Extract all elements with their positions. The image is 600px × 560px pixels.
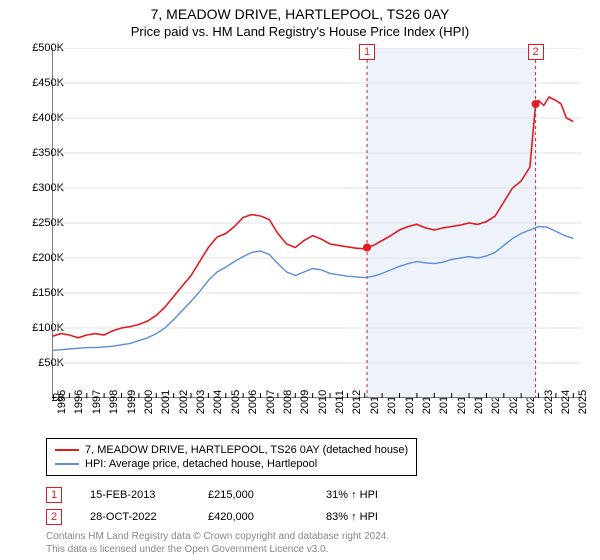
event-date: 28-OCT-2022 (90, 511, 180, 523)
legend-box: 7, MEADOW DRIVE, HARTLEPOOL, TS26 0AY (d… (46, 438, 417, 476)
legend-item-price-paid: 7, MEADOW DRIVE, HARTLEPOOL, TS26 0AY (d… (55, 443, 408, 457)
chart-marker-label: 2 (528, 44, 544, 60)
events-table: 1 15-FEB-2013 £215,000 31% ↑ HPI 2 28-OC… (46, 484, 416, 528)
legend-item-hpi: HPI: Average price, detached house, Hart… (55, 457, 408, 471)
event-row: 2 28-OCT-2022 £420,000 83% ↑ HPI (46, 506, 416, 528)
chart-title: 7, MEADOW DRIVE, HARTLEPOOL, TS26 0AY (0, 0, 600, 22)
chart-area (52, 48, 582, 398)
event-price: £420,000 (208, 511, 298, 523)
chart-marker-label: 1 (359, 44, 375, 60)
legend-label: HPI: Average price, detached house, Hart… (85, 458, 317, 470)
event-marker-1: 1 (46, 487, 62, 503)
event-date: 15-FEB-2013 (90, 489, 180, 501)
event-delta: 31% ↑ HPI (326, 489, 416, 501)
legend-swatch (55, 463, 79, 465)
chart-svg (52, 48, 582, 398)
event-delta: 83% ↑ HPI (326, 511, 416, 523)
legend-swatch (55, 449, 79, 451)
event-marker-2: 2 (46, 509, 62, 525)
event-price: £215,000 (208, 489, 298, 501)
footer-attribution: Contains HM Land Registry data © Crown c… (46, 530, 389, 556)
event-row: 1 15-FEB-2013 £215,000 31% ↑ HPI (46, 484, 416, 506)
chart-subtitle: Price paid vs. HM Land Registry's House … (0, 22, 600, 39)
legend-label: 7, MEADOW DRIVE, HARTLEPOOL, TS26 0AY (d… (85, 444, 408, 456)
footer-line-2: This data is licensed under the Open Gov… (46, 543, 389, 556)
footer-line-1: Contains HM Land Registry data © Crown c… (46, 530, 389, 543)
